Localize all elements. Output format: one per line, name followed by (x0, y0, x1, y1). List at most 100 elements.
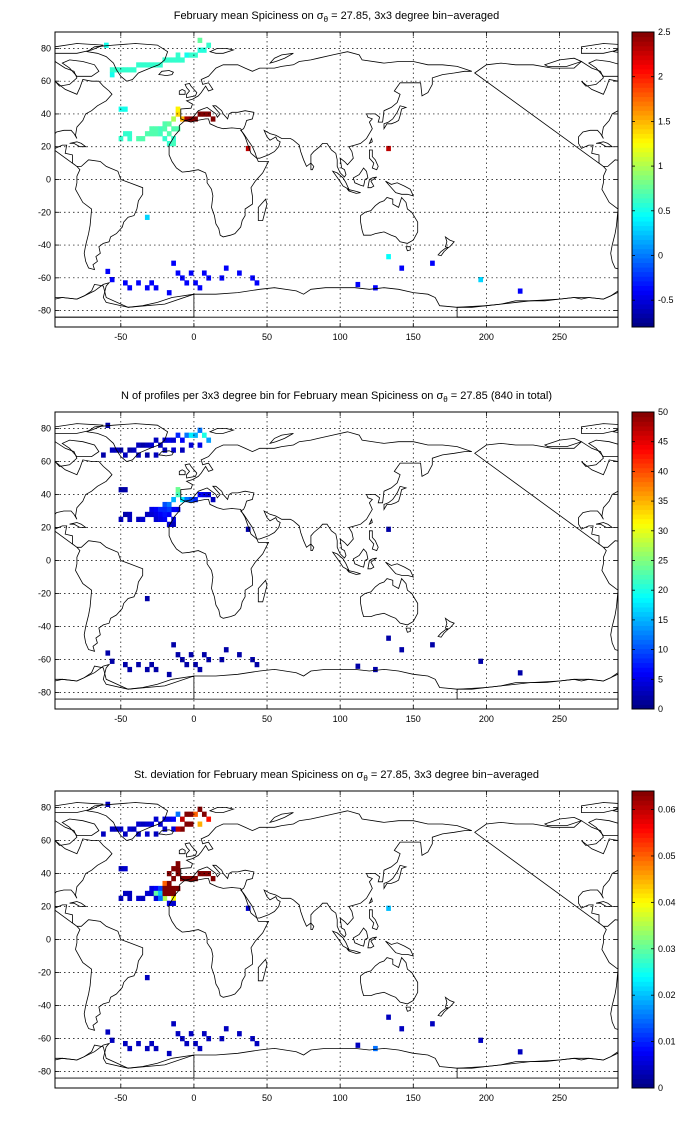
data-cell (180, 57, 185, 63)
data-cell (184, 821, 190, 827)
coastline (55, 663, 618, 700)
data-cell (153, 831, 159, 837)
data-cell (197, 806, 203, 812)
coastline (184, 463, 198, 479)
data-cell (136, 280, 141, 286)
coastline (474, 60, 618, 167)
plot-area-1 (55, 32, 618, 327)
data-cell (118, 826, 124, 832)
data-cell (171, 516, 176, 523)
data-cell (140, 821, 146, 827)
data-cell (166, 816, 172, 822)
data-cell (149, 1040, 155, 1047)
y-tick-label: -60 (38, 1034, 51, 1044)
data-cell (109, 1037, 115, 1043)
data-cell (171, 1021, 176, 1027)
coastline (368, 149, 379, 171)
data-cell (180, 447, 185, 453)
data-cell (158, 511, 163, 518)
data-cell (123, 890, 128, 897)
data-cell (144, 821, 150, 827)
data-cell (254, 280, 260, 286)
data-cell (175, 126, 181, 132)
coastline (596, 141, 614, 148)
y-tick-label: -80 (38, 688, 51, 698)
data-cell (123, 866, 128, 872)
data-cell (158, 885, 163, 892)
coastline (55, 423, 104, 434)
data-cell (250, 275, 255, 281)
data-cell (166, 1050, 172, 1057)
data-cell (136, 661, 141, 668)
data-cell (162, 880, 168, 887)
data-cell (171, 890, 176, 897)
colorbar-tick-label: 45 (658, 437, 668, 447)
y-tick-label: -60 (38, 273, 51, 283)
data-cell (171, 895, 176, 902)
coastline (86, 802, 169, 841)
data-cell (193, 52, 198, 58)
data-cell (103, 42, 109, 48)
data-cell (158, 506, 163, 513)
data-cell (123, 131, 128, 137)
coastline (331, 930, 350, 951)
data-cell (197, 821, 203, 827)
coastline (55, 441, 57, 443)
data-cell (131, 447, 137, 453)
data-cell (166, 885, 172, 892)
data-cell (105, 650, 111, 656)
coastline (346, 948, 361, 954)
data-cell (158, 890, 163, 897)
coastline (268, 433, 294, 445)
colorbar-tick-label: 40 (658, 466, 668, 476)
coastline (444, 235, 455, 248)
data-cell (162, 501, 168, 508)
data-cell (153, 506, 159, 513)
colorbar-tick-label: 0.05 (658, 851, 676, 861)
coastline (405, 246, 411, 252)
data-cell (149, 511, 155, 518)
colorbar-tick-label: 0.06 (658, 805, 676, 815)
data-cell (144, 974, 150, 981)
colorbar-tick-label: 15 (658, 615, 668, 625)
coastline (587, 818, 618, 836)
colorbar-tick-label: 0.02 (658, 990, 676, 1000)
x-tick-label: 250 (552, 332, 567, 342)
data-cell (193, 432, 198, 438)
data-cell (166, 900, 172, 906)
coastline (86, 423, 169, 462)
data-cell (175, 106, 181, 112)
data-cell (123, 511, 128, 518)
y-tick-label: -20 (38, 589, 51, 599)
data-cell (180, 826, 185, 832)
data-cell (171, 447, 176, 453)
coastline (268, 812, 294, 824)
data-cell (153, 511, 159, 518)
data-cell (127, 285, 133, 291)
data-cell (184, 280, 190, 286)
data-cell (144, 890, 150, 897)
data-cell (175, 270, 181, 276)
coastline (208, 48, 235, 54)
data-cell (149, 126, 155, 132)
data-cell (149, 890, 155, 897)
data-cell (149, 62, 155, 68)
coastline (385, 940, 415, 957)
data-cell (118, 136, 124, 142)
data-cell (254, 1040, 260, 1047)
data-cell (175, 57, 181, 63)
data-cell (184, 496, 190, 503)
x-tick-label: 100 (333, 332, 348, 342)
coastline (367, 936, 377, 949)
coastline (437, 1007, 449, 1017)
data-cell (175, 432, 181, 438)
data-cell (237, 652, 242, 658)
data-cell (193, 280, 198, 286)
coastline (178, 848, 186, 855)
y-tick-label: 0 (46, 935, 51, 945)
data-cell (250, 1036, 255, 1042)
data-cell (144, 62, 150, 68)
x-tick-label: 250 (552, 1093, 567, 1103)
data-cell (166, 671, 172, 678)
x-tick-label: 100 (333, 714, 348, 724)
